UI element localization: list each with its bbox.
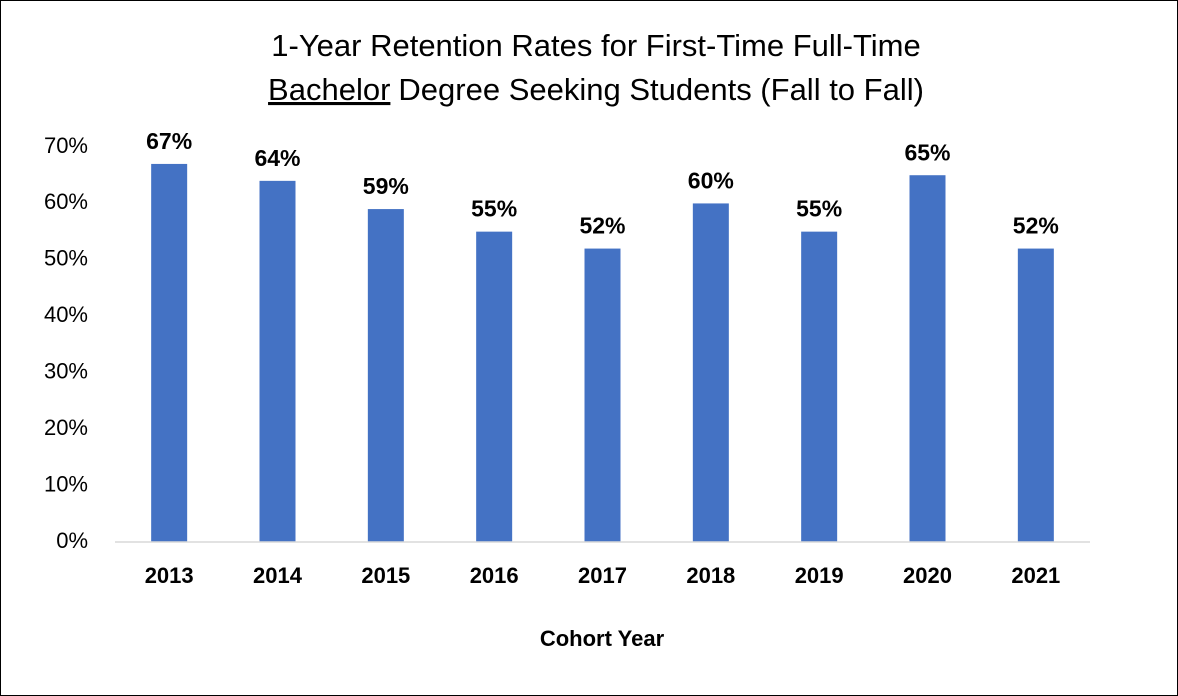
bar <box>909 175 946 542</box>
bar <box>1017 248 1054 543</box>
data-label: 52% <box>1013 213 1059 239</box>
y-tick-label: 70% <box>44 133 88 158</box>
data-label: 60% <box>688 168 734 194</box>
bar <box>259 180 296 542</box>
y-tick-label: 40% <box>44 302 88 327</box>
chart-title-line1: 1-Year Retention Rates for First-Time Fu… <box>271 28 920 63</box>
x-axis-title: Cohort Year <box>540 626 665 651</box>
bar <box>584 248 621 543</box>
data-label: 64% <box>254 145 300 171</box>
title-underlined: Bachelor <box>268 72 390 107</box>
y-tick-label: 10% <box>44 471 88 496</box>
chart-title-line2: Bachelor Degree Seeking Students (Fall to… <box>268 72 924 107</box>
x-tick-label: 2021 <box>1011 563 1060 588</box>
x-tick-label: 2019 <box>795 563 844 588</box>
y-tick-label: 0% <box>56 528 88 553</box>
bar <box>801 231 838 542</box>
x-tick-label: 2017 <box>578 563 627 588</box>
data-label: 52% <box>579 213 625 239</box>
y-tick-label: 50% <box>44 246 88 271</box>
data-label: 55% <box>796 196 842 222</box>
bar <box>476 231 513 542</box>
x-tick-label: 2014 <box>253 563 303 588</box>
bar <box>151 163 188 542</box>
y-tick-label: 60% <box>44 189 88 214</box>
data-label: 55% <box>471 196 517 222</box>
bar <box>367 209 404 543</box>
data-label: 67% <box>146 128 192 154</box>
x-tick-label: 2016 <box>470 563 519 588</box>
x-tick-label: 2018 <box>686 563 735 588</box>
bar <box>692 203 729 542</box>
x-tick-label: 2020 <box>903 563 952 588</box>
y-tick-label: 20% <box>44 415 88 440</box>
data-label: 59% <box>363 173 409 199</box>
data-label: 65% <box>904 139 950 165</box>
y-tick-label: 30% <box>44 359 88 384</box>
x-tick-label: 2015 <box>361 563 410 588</box>
title-rest: Degree Seeking Students (Fall to Fall) <box>398 72 924 107</box>
x-tick-label: 2013 <box>145 563 194 588</box>
